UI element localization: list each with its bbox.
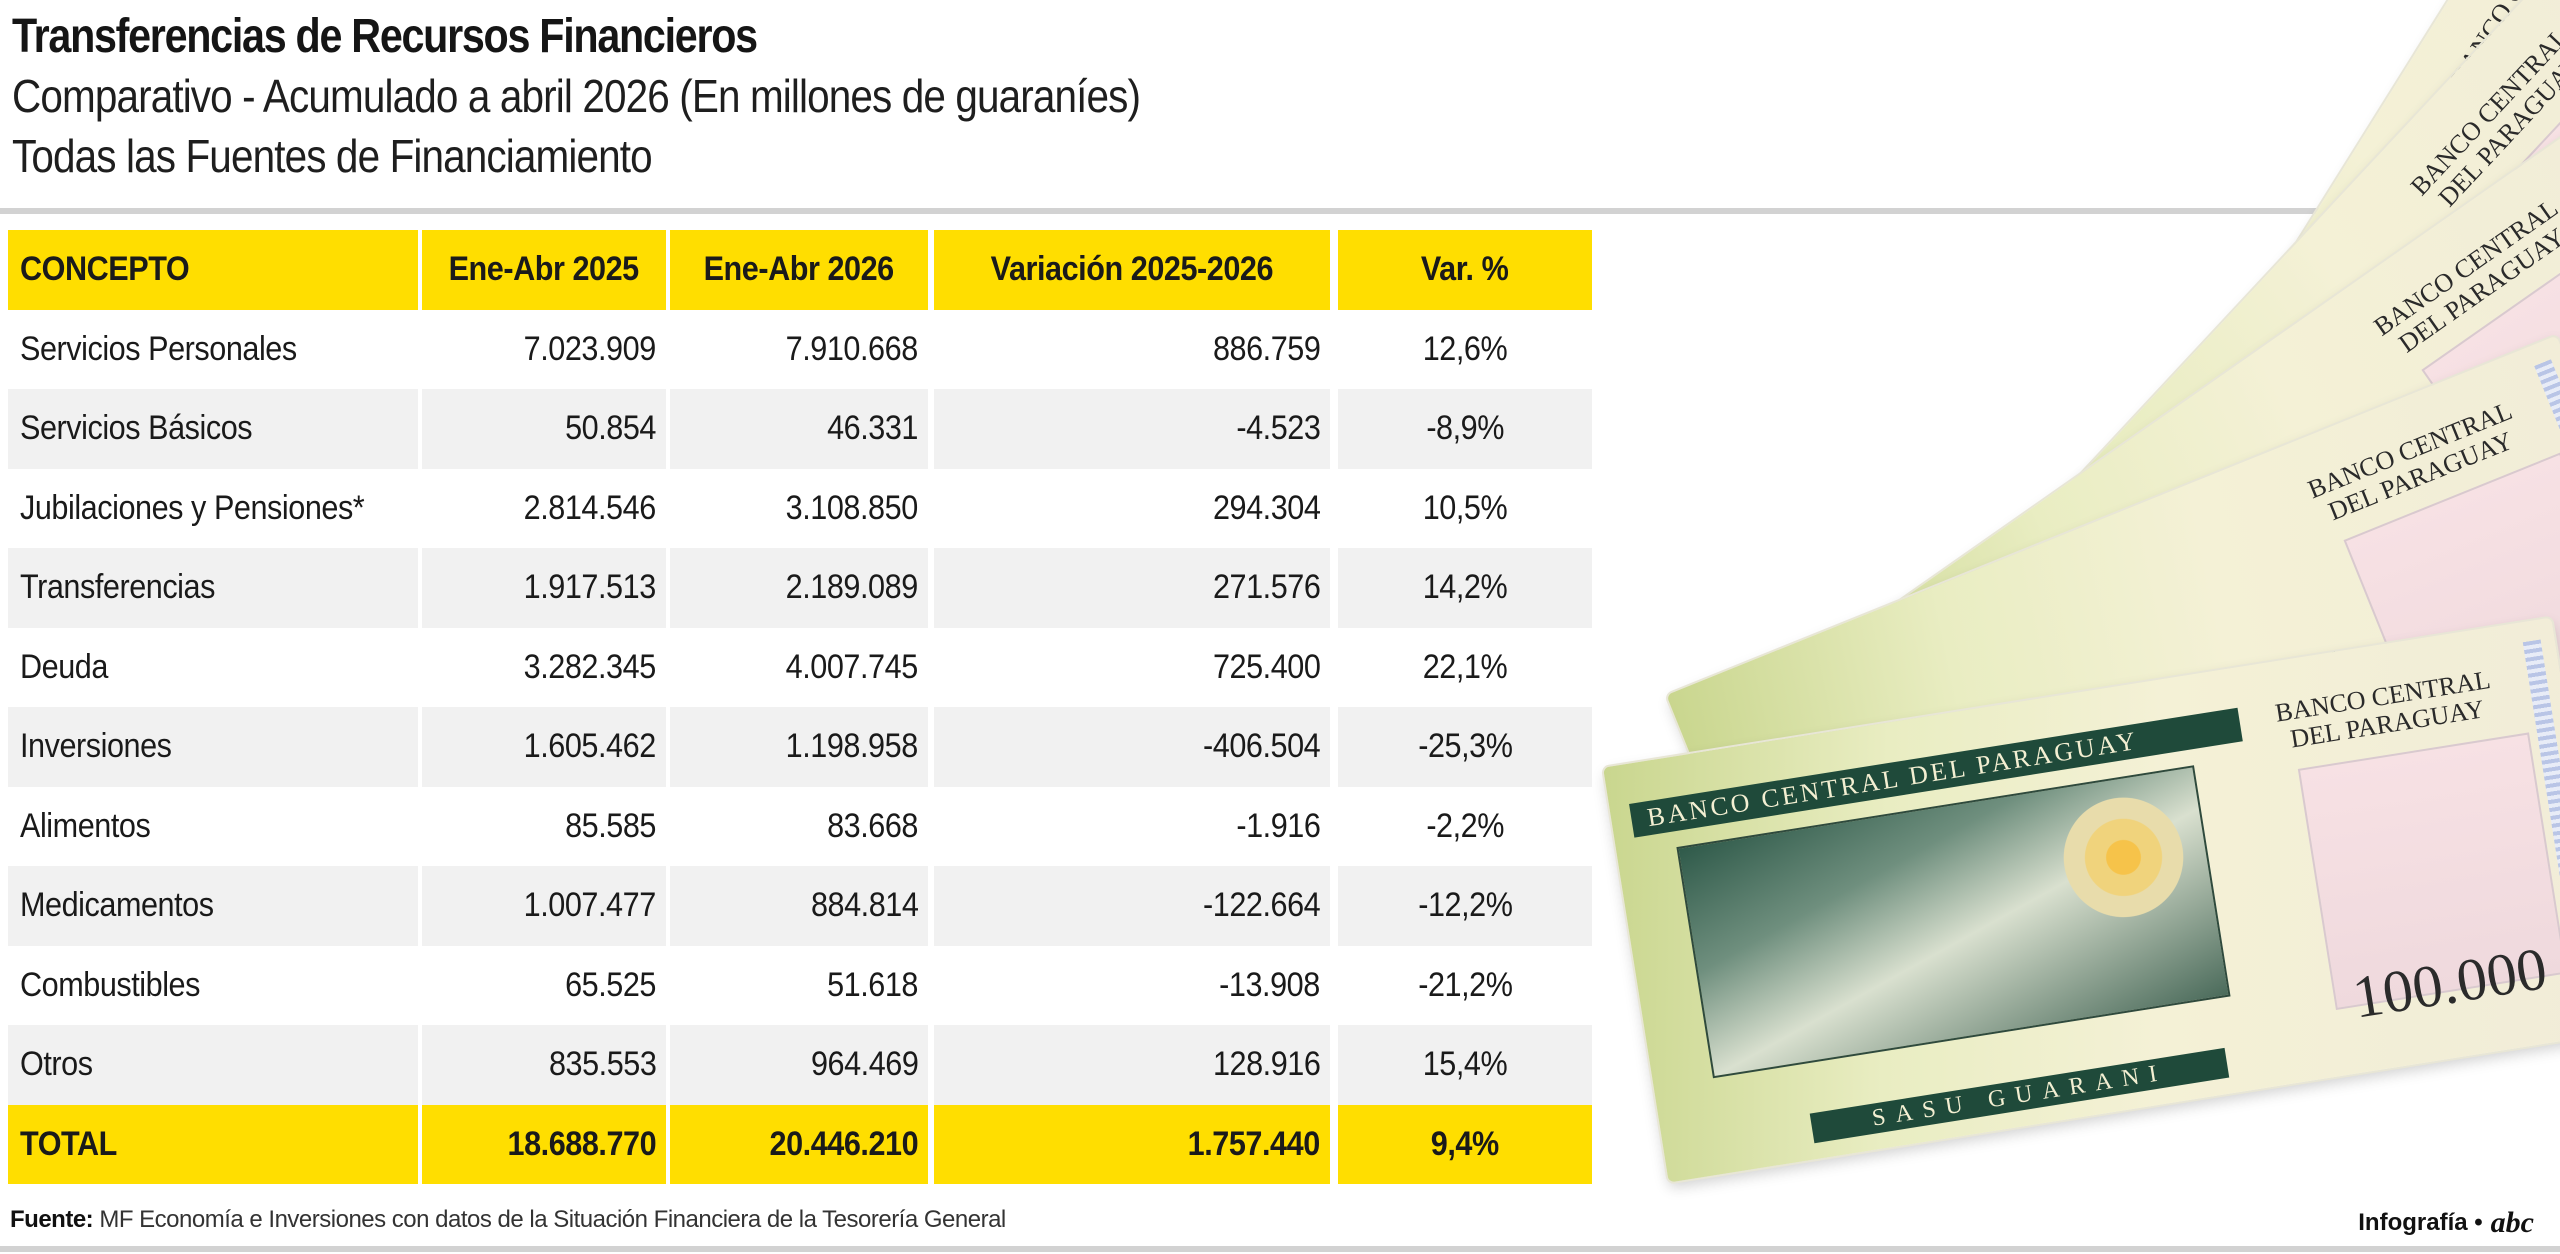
table-row: Combustibles 65.525 51.618 -13.908 -21,2%	[0, 946, 1594, 1026]
cell-concepto: Servicios Básicos	[8, 389, 418, 469]
cell-var-pct: 22,1%	[1422, 647, 1508, 686]
data-table: CONCEPTO Ene-Abr 2025 Ene-Abr 2026 Variació…	[0, 230, 1594, 1184]
cell-ene-abr-2025: 7.023.909	[523, 329, 657, 368]
source-note: Fuente: MF Economía e Inversiones con da…	[10, 1206, 1006, 1233]
cell-var-pct: 12,6%	[1422, 329, 1508, 368]
banknotes-illustration: BANCO CENTRAL DEL PARAGUAY BANCO CENTRAL …	[1590, 0, 2560, 1250]
cell-var-pct: 9,4%	[1338, 1104, 1592, 1184]
cell-ene-abr-2026: 46.331	[670, 389, 928, 469]
cell-ene-abr-2026: 3.108.850	[785, 488, 919, 527]
cell-variacion: 725.400	[1212, 647, 1321, 686]
cell-concepto: Inversiones	[8, 707, 418, 787]
cell-variacion: -13.908	[1219, 965, 1320, 1004]
cell-ene-abr-2026: 964.469	[670, 1025, 928, 1105]
cell-var-pct: 10,5%	[1422, 488, 1508, 527]
cell-ene-abr-2026: Ene-Abr 2026	[670, 230, 928, 310]
cell-var-pct: 14,2%	[1338, 548, 1592, 628]
cell-concepto: Transferencias	[8, 548, 418, 628]
cell-ene-abr-2026: 1.198.958	[670, 707, 928, 787]
cell-ene-abr-2025: 50.854	[422, 389, 666, 469]
cell-concepto: Alimentos	[20, 806, 151, 845]
cell-concepto: CONCEPTO	[8, 230, 418, 310]
cell-ene-abr-2025: 18.688.770	[422, 1104, 666, 1184]
cell-variacion: -1.916	[1235, 806, 1321, 845]
cell-concepto: Medicamentos	[8, 866, 418, 946]
cell-ene-abr-2025: 85.585	[565, 806, 656, 845]
cell-ene-abr-2025: 1.917.513	[422, 548, 666, 628]
cell-var-pct: 15,4%	[1338, 1025, 1592, 1105]
top-divider	[0, 208, 2560, 214]
cell-variacion: 294.304	[1212, 488, 1321, 527]
currency-band: SASU GUARANI	[1809, 1047, 2230, 1144]
cell-ene-abr-2026: 7.910.668	[785, 329, 919, 368]
table-row: Medicamentos 1.007.477 884.814 -122.664 -12,…	[0, 866, 1594, 946]
abc-logo: abc	[2490, 1206, 2534, 1239]
cell-concepto: Otros	[8, 1025, 418, 1105]
cell-variacion: -4.523	[934, 389, 1330, 469]
cell-concepto: Servicios Personales	[20, 329, 297, 368]
table-row: Inversiones 1.605.462 1.198.958 -406.504 -25…	[0, 707, 1594, 787]
cell-ene-abr-2025: 65.525	[565, 965, 656, 1004]
cell-ene-abr-2025: 835.553	[422, 1025, 666, 1105]
cell-ene-abr-2025: 1.007.477	[422, 866, 666, 946]
cell-var-pct: -2,2%	[1426, 806, 1504, 845]
cell-ene-abr-2025: 2.814.546	[523, 488, 657, 527]
header: Transferencias de Recursos Financieros C…	[12, 8, 1294, 186]
cell-ene-abr-2026: 83.668	[827, 806, 918, 845]
cell-var-pct: -12,2%	[1338, 866, 1592, 946]
subtitle-funding: Todas las Fuentes de Financiamiento	[12, 130, 653, 182]
cell-variacion: -122.664	[934, 866, 1330, 946]
table-row: Servicios Básicos 50.854 46.331 -4.523 -8,9%	[0, 389, 1594, 469]
cell-ene-abr-2026: 20.446.210	[670, 1104, 928, 1184]
cell-ene-abr-2025: 1.605.462	[422, 707, 666, 787]
cell-concepto: Jubilaciones y Pensiones*	[20, 488, 365, 527]
cell-variacion: Variación 2025-2026	[934, 230, 1330, 310]
table-row: Transferencias 1.917.513 2.189.089 271.576 1…	[0, 548, 1594, 628]
cell-variacion: 886.759	[1212, 329, 1321, 368]
table-row: Otros 835.553 964.469 128.916 15,4%	[0, 1025, 1594, 1105]
cell-variacion: 271.576	[934, 548, 1330, 628]
cell-var-pct: -8,9%	[1338, 389, 1592, 469]
page-title: Transferencias de Recursos Financieros	[12, 10, 758, 63]
table-total-row: TOTAL 18.688.770 20.446.210 1.757.440 9,4%	[0, 1104, 1594, 1184]
cell-concepto: Combustibles	[20, 965, 200, 1004]
subtitle: Comparativo - Acumulado a abril 2026 (En…	[12, 70, 1141, 122]
cell-ene-abr-2026: 4.007.745	[785, 647, 919, 686]
table-row: Jubilaciones y Pensiones* 2.814.546 3.108.…	[0, 469, 1594, 549]
cell-ene-abr-2026: 2.189.089	[670, 548, 928, 628]
table-row: Servicios Personales 7.023.909 7.910.668 88…	[0, 310, 1594, 390]
credit: Infografía • abc	[2358, 1206, 2534, 1239]
cell-ene-abr-2026: 51.618	[827, 965, 918, 1004]
cell-ene-abr-2026: 884.814	[670, 866, 928, 946]
cell-var-pct: Var. %	[1338, 230, 1592, 310]
cell-variacion: 128.916	[934, 1025, 1330, 1105]
cell-ene-abr-2025: 3.282.345	[523, 647, 657, 686]
bottom-divider	[0, 1246, 2560, 1252]
cell-variacion: -406.504	[934, 707, 1330, 787]
cell-var-pct: -21,2%	[1417, 965, 1513, 1004]
table-row: Alimentos 85.585 83.668 -1.916 -2,2%	[0, 787, 1594, 867]
cell-concepto: Deuda	[20, 647, 108, 686]
cell-concepto: TOTAL	[8, 1104, 418, 1184]
cell-ene-abr-2025: Ene-Abr 2025	[422, 230, 666, 310]
table-header-row: CONCEPTO Ene-Abr 2025 Ene-Abr 2026 Variació…	[0, 230, 1594, 310]
cell-variacion: 1.757.440	[934, 1104, 1330, 1184]
cell-var-pct: -25,3%	[1338, 707, 1592, 787]
table-row: Deuda 3.282.345 4.007.745 725.400 22,1%	[0, 628, 1594, 708]
